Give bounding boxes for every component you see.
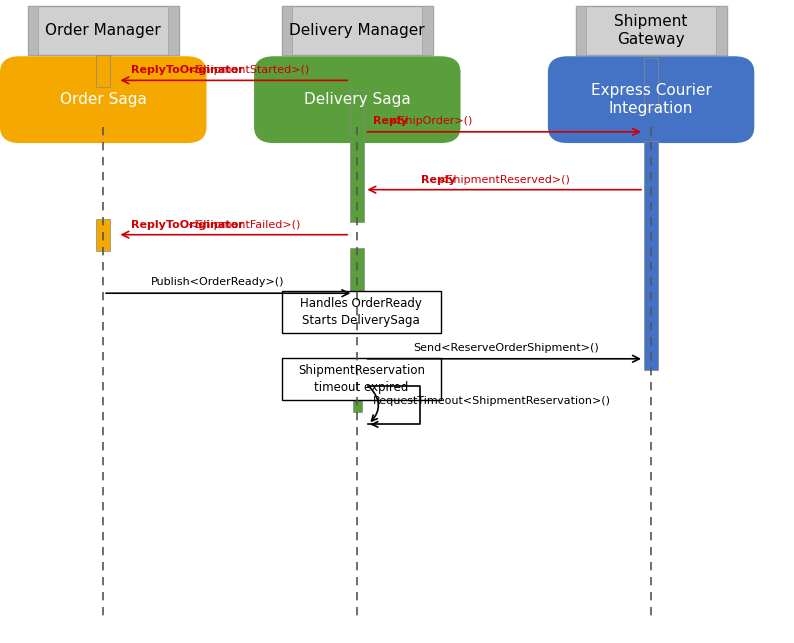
FancyBboxPatch shape <box>548 57 754 143</box>
FancyBboxPatch shape <box>644 141 658 370</box>
FancyBboxPatch shape <box>28 6 179 55</box>
Text: RequestTimeout<ShipmentReservation>(): RequestTimeout<ShipmentReservation>() <box>373 395 611 406</box>
FancyBboxPatch shape <box>350 248 364 299</box>
FancyBboxPatch shape <box>28 6 38 55</box>
Text: ShipmentReservation
timeout expired: ShipmentReservation timeout expired <box>298 365 425 394</box>
FancyBboxPatch shape <box>282 359 441 400</box>
Text: ReplyToOriginator: ReplyToOriginator <box>131 219 244 230</box>
FancyBboxPatch shape <box>422 6 433 55</box>
Text: <ShipOrder>(): <ShipOrder>() <box>390 116 473 126</box>
Text: Delivery Saga: Delivery Saga <box>304 92 410 107</box>
FancyBboxPatch shape <box>350 90 364 222</box>
Text: Publish<OrderReady>(): Publish<OrderReady>() <box>151 277 284 287</box>
FancyBboxPatch shape <box>96 219 110 251</box>
FancyBboxPatch shape <box>576 6 727 55</box>
Text: Reply: Reply <box>373 116 408 126</box>
Text: Express Courier
Integration: Express Courier Integration <box>591 83 711 116</box>
Text: ReplyToOriginator: ReplyToOriginator <box>131 65 244 75</box>
Text: <ShipmentStarted>(): <ShipmentStarted>() <box>187 65 310 75</box>
FancyBboxPatch shape <box>282 6 433 55</box>
FancyBboxPatch shape <box>254 57 461 143</box>
FancyBboxPatch shape <box>0 57 206 143</box>
FancyBboxPatch shape <box>644 58 658 109</box>
Text: Send<ReserveOrderShipment>(): Send<ReserveOrderShipment>() <box>413 343 599 353</box>
Text: <ShipmentFailed>(): <ShipmentFailed>() <box>187 219 301 230</box>
Text: Delivery Manager: Delivery Manager <box>290 23 425 38</box>
FancyBboxPatch shape <box>168 6 179 55</box>
Text: Shipment
Gateway: Shipment Gateway <box>615 14 688 47</box>
FancyBboxPatch shape <box>353 376 362 412</box>
Text: <ShipmentReserved>(): <ShipmentReserved>() <box>437 174 570 185</box>
Text: Reply: Reply <box>421 174 456 185</box>
Text: Order Manager: Order Manager <box>45 23 161 38</box>
Text: Handles OrderReady
Starts DeliverySaga: Handles OrderReady Starts DeliverySaga <box>300 297 422 327</box>
FancyBboxPatch shape <box>282 6 292 55</box>
FancyBboxPatch shape <box>576 6 586 55</box>
FancyBboxPatch shape <box>282 291 441 333</box>
FancyBboxPatch shape <box>716 6 727 55</box>
FancyBboxPatch shape <box>96 55 110 87</box>
Text: Order Saga: Order Saga <box>60 92 147 107</box>
